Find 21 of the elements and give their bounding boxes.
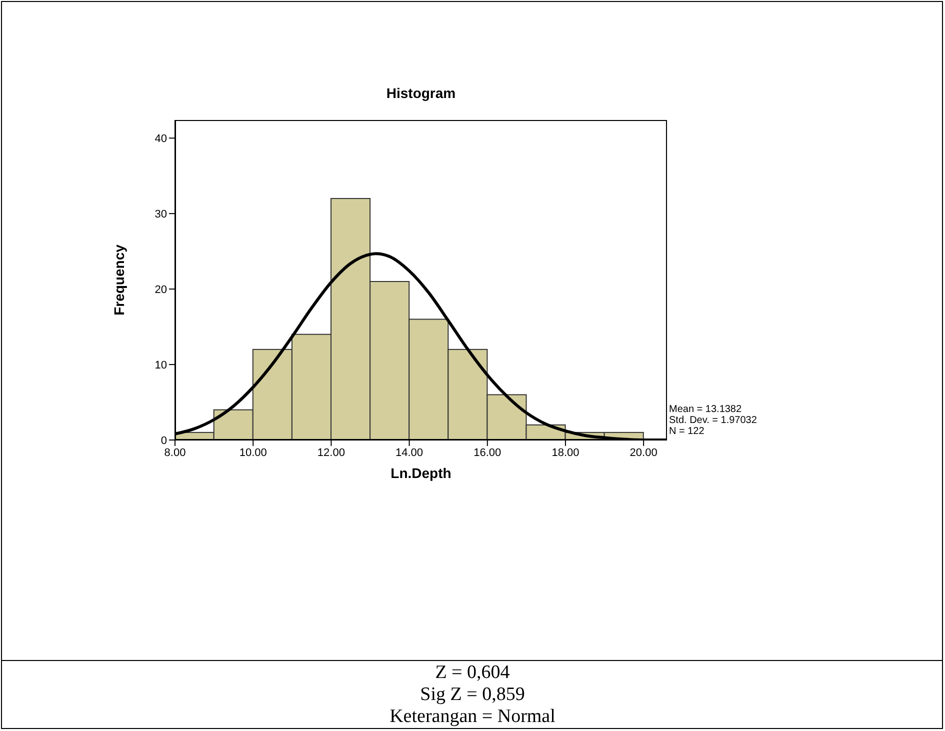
x-tick-label: 18.00 (552, 446, 580, 459)
x-tick-label: 16.00 (474, 446, 502, 459)
text: Mean = 13.1382 (669, 404, 743, 415)
x-tick-label: 10.00 (239, 446, 267, 459)
text: Sig Z = 0,859 (419, 684, 526, 706)
x-tick-label: 14.00 (396, 446, 424, 459)
text: Z = 0,604 (434, 662, 511, 684)
x-axis-title: Ln.Depth (390, 465, 452, 481)
y-tick-label: 30 (154, 208, 167, 220)
x-tick-label: 12.00 (317, 446, 345, 459)
text: Keterangan = Normal (388, 706, 556, 728)
chart-title: Histogram (385, 85, 457, 101)
y-axis-title: Frequency (110, 244, 127, 316)
y-tick-label: 0 (160, 434, 167, 447)
y-tick-label: 20 (154, 284, 167, 296)
x-tick-label: 8.00 (164, 446, 186, 459)
x-tick-label: 20.00 (630, 446, 658, 459)
y-tick-label: 40 (154, 133, 167, 146)
text: N = 122 (669, 426, 706, 437)
text: Std. Dev. = 1.97032 (669, 415, 757, 426)
y-tick-label: 10 (154, 359, 167, 372)
